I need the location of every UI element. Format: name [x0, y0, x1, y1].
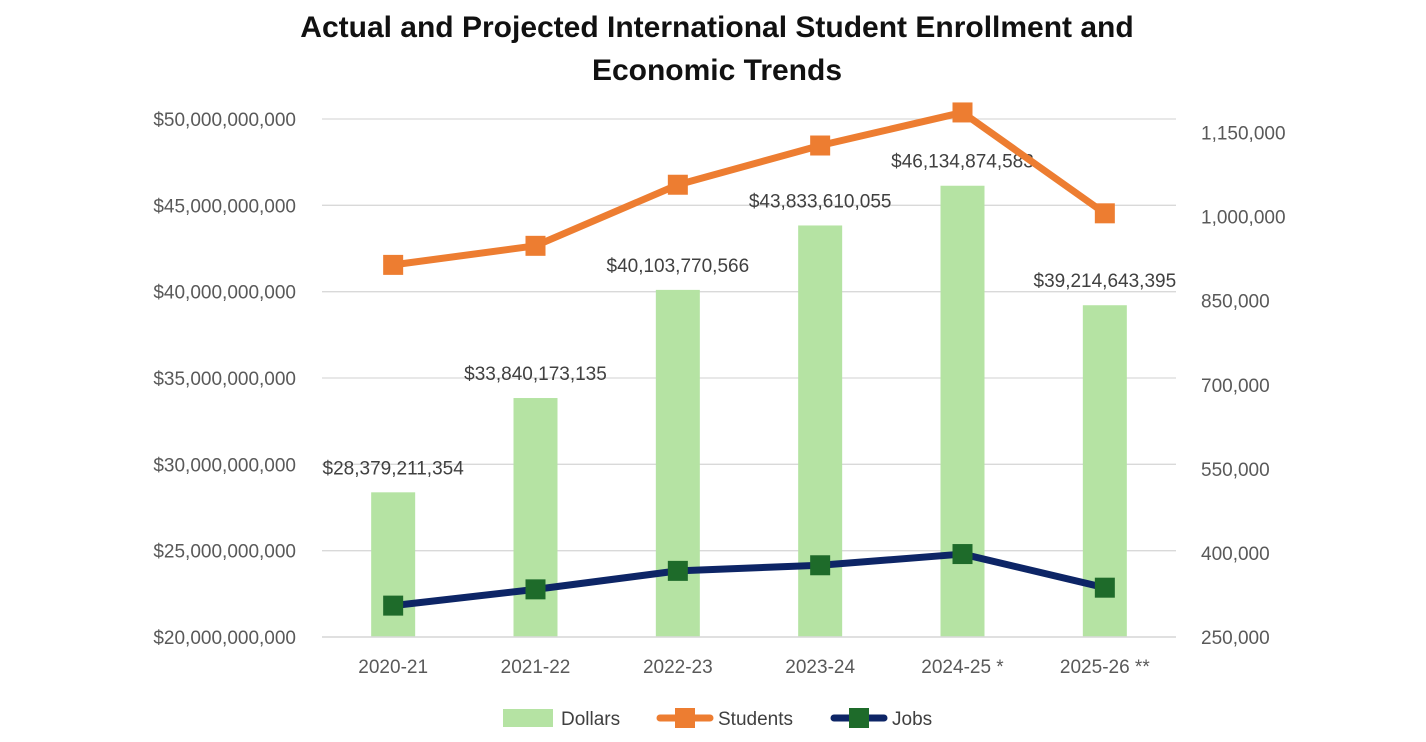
dollars-bar	[940, 185, 985, 637]
legend-marker-students	[675, 708, 695, 728]
jobs-marker	[667, 560, 688, 581]
left-axis-tick-label: $30,000,000,000	[153, 455, 296, 476]
legend-label-jobs: Jobs	[892, 709, 932, 730]
left-axis: $20,000,000,000 $25,000,000,000 $30,000,00…	[153, 110, 296, 649]
right-axis: 250,000 400,000 550,000 700,000 850,000 1,000…	[1201, 124, 1286, 649]
students-marker	[383, 254, 404, 275]
right-axis-tick-label: 250,000	[1201, 628, 1270, 649]
dollars-data-label: $43,833,610,055	[749, 191, 892, 212]
dollars-bar	[798, 225, 843, 637]
dollars-bar	[513, 398, 558, 637]
gridlines	[322, 118, 1176, 638]
x-axis-tick-label: 2023-24	[785, 657, 855, 678]
jobs-line	[389, 550, 1109, 610]
left-axis-tick-label: $45,000,000,000	[153, 196, 296, 217]
students-marker	[952, 102, 973, 123]
students-marker	[667, 174, 688, 195]
students-marker	[1094, 203, 1115, 224]
x-axis-tick-label: 2020-21	[358, 657, 428, 678]
jobs-marker	[1094, 577, 1115, 598]
left-axis-tick-label: $20,000,000,000	[153, 628, 296, 649]
legend-item-jobs: Jobs	[830, 708, 932, 730]
right-axis-tick-label: 1,000,000	[1201, 208, 1286, 229]
legend-marker-jobs	[849, 708, 869, 728]
left-axis-tick-label: $40,000,000,000	[153, 283, 296, 304]
line-series	[383, 102, 1115, 616]
dollars-bar	[655, 289, 700, 637]
jobs-marker	[952, 544, 973, 565]
left-axis-tick-label: $35,000,000,000	[153, 369, 296, 390]
chart-title-line-2: Economic Trends	[592, 54, 842, 87]
x-axis-tick-label: 2024-25 *	[921, 657, 1004, 678]
jobs-marker	[810, 555, 831, 576]
x-axis-tick-label: 2025-26 **	[1060, 657, 1150, 678]
right-axis-tick-label: 550,000	[1201, 460, 1270, 481]
x-axis-tick-label: 2021-22	[501, 657, 571, 678]
left-axis-tick-label: $25,000,000,000	[153, 542, 296, 563]
legend: Dollars Students Jobs	[503, 708, 932, 730]
jobs-marker	[525, 579, 546, 600]
x-axis: 2020-21 2021-22 2022-23 2023-24 2024-25 * 202…	[322, 636, 1176, 678]
dollars-data-label: $46,134,874,583	[891, 152, 1034, 173]
legend-swatch-dollars	[503, 709, 553, 727]
right-axis-tick-label: 700,000	[1201, 376, 1270, 397]
chart-title: Actual and Projected International Stude…	[300, 11, 1133, 87]
students-line	[389, 108, 1109, 269]
legend-label-dollars: Dollars	[561, 709, 620, 730]
dollars-data-label: $39,214,643,395	[1034, 271, 1177, 292]
dollars-data-labels: $28,379,211,354 $33,840,173,135 $40,103,77…	[323, 152, 1177, 480]
legend-item-students: Students	[656, 708, 793, 730]
students-marker	[810, 135, 831, 156]
dollars-data-label: $40,103,770,566	[607, 256, 750, 277]
legend-label-students: Students	[718, 709, 793, 730]
legend-item-dollars: Dollars	[503, 709, 620, 730]
right-axis-tick-label: 850,000	[1201, 292, 1270, 313]
dollars-data-label: $33,840,173,135	[464, 364, 607, 385]
students-marker	[525, 235, 546, 256]
jobs-marker	[383, 595, 404, 616]
right-axis-tick-label: 1,150,000	[1201, 124, 1286, 145]
x-axis-tick-label: 2022-23	[643, 657, 713, 678]
dollars-data-label: $28,379,211,354	[323, 458, 465, 479]
right-axis-tick-label: 400,000	[1201, 544, 1270, 565]
chart-title-line-1: Actual and Projected International Stude…	[300, 11, 1133, 44]
left-axis-tick-label: $50,000,000,000	[153, 110, 296, 131]
